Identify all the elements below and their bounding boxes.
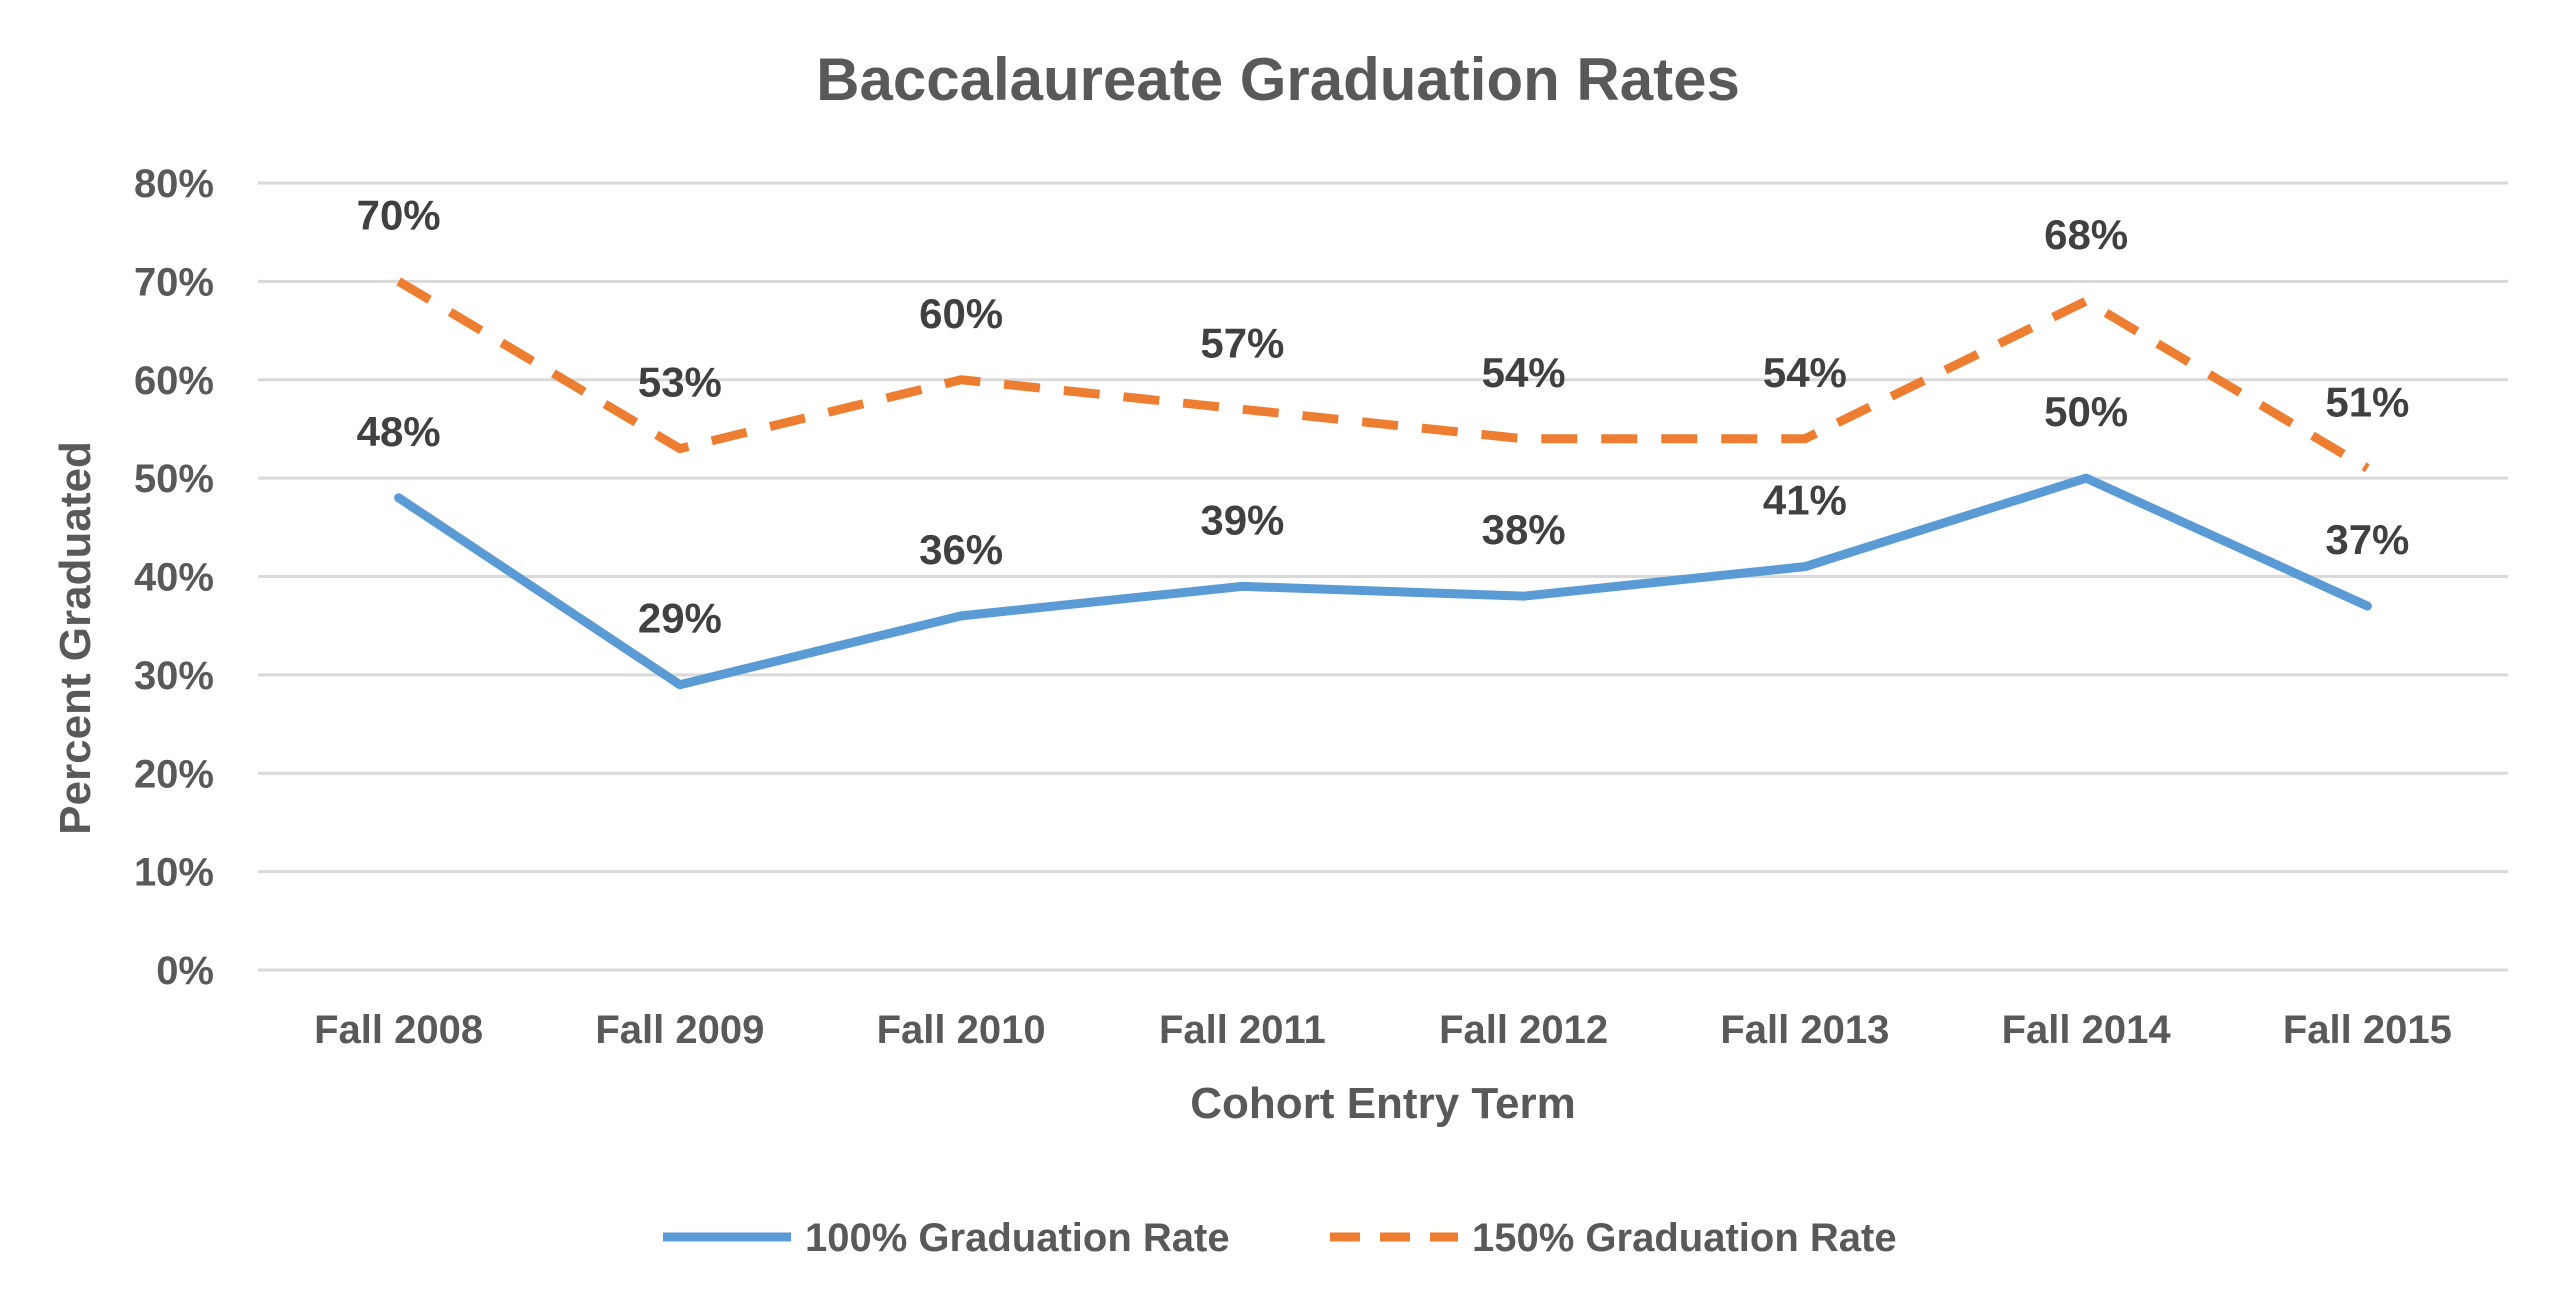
y-tick-label: 30% <box>134 654 214 698</box>
x-tick-label: Fall 2012 <box>1439 1008 1608 1052</box>
data-label: 36% <box>919 526 1003 573</box>
data-label: 70% <box>357 191 441 238</box>
x-tick-label: Fall 2010 <box>877 1008 1046 1052</box>
data-label: 54% <box>1763 349 1847 396</box>
y-axis-title: Percent Graduated <box>51 441 100 835</box>
y-tick-label: 60% <box>134 359 214 403</box>
data-label: 53% <box>638 359 722 406</box>
data-label: 48% <box>357 408 441 455</box>
data-label: 50% <box>2044 388 2128 435</box>
x-tick-label: Fall 2011 <box>1159 1008 1326 1052</box>
y-tick-label: 40% <box>134 556 214 600</box>
x-axis-title: Cohort Entry Term <box>1190 1079 1575 1128</box>
x-tick-label: Fall 2014 <box>2002 1008 2172 1052</box>
y-tick-label: 0% <box>156 949 214 993</box>
series-line-2 <box>396 277 2370 473</box>
data-label: 60% <box>919 290 1003 337</box>
data-label: 39% <box>1200 496 1284 543</box>
data-label: 51% <box>2325 378 2409 425</box>
y-tick-label: 50% <box>134 457 214 501</box>
data-label: 29% <box>638 595 722 642</box>
x-tick-label: Fall 2008 <box>314 1008 483 1052</box>
y-tick-label: 20% <box>134 752 214 796</box>
data-label: 54% <box>1482 349 1566 396</box>
data-label: 37% <box>2325 516 2409 563</box>
legend: 100% Graduation Rate 150% Graduation Rate <box>663 1216 1897 1260</box>
y-tick-label: 70% <box>134 260 214 304</box>
data-label: 68% <box>2044 211 2128 258</box>
x-tick-label: Fall 2009 <box>595 1008 764 1052</box>
legend-label-2: 150% Graduation Rate <box>1472 1216 1897 1260</box>
y-tick-label: 80% <box>134 162 214 206</box>
data-label: 57% <box>1200 319 1284 366</box>
x-tick-label: Fall 2015 <box>2283 1008 2452 1052</box>
series-line-1 <box>394 473 2372 690</box>
data-label: 41% <box>1763 477 1847 524</box>
chart-title: Baccalaureate Graduation Rates <box>816 46 1740 113</box>
gridlines <box>258 181 2508 972</box>
series-lines <box>394 277 2372 690</box>
x-tick-label: Fall 2013 <box>1720 1008 1889 1052</box>
x-axis-ticks: Fall 2008 Fall 2009 Fall 2010 Fall 2011 Fall… <box>314 1008 2452 1052</box>
legend-label-1: 100% Graduation Rate <box>805 1216 1230 1260</box>
data-labels: 48% 29% 36% 39% 38% 41% 50% 37% 70% 53% 60% 57% 54% 5… <box>357 191 2410 641</box>
y-axis-ticks: 0% 10% 20% 30% 40% 50% 60% 70% 80% <box>134 162 214 993</box>
data-label: 38% <box>1482 506 1566 553</box>
y-tick-label: 10% <box>134 851 214 895</box>
